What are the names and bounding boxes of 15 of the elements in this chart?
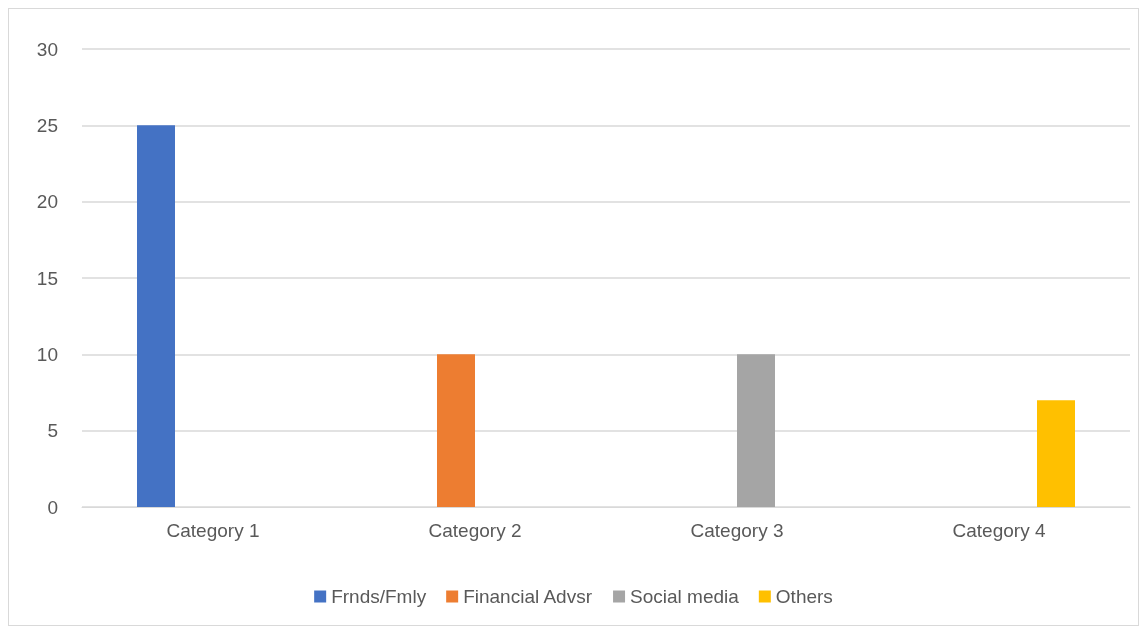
x-tick-label: Category 1 <box>166 520 260 541</box>
legend-label: Financial Advsr <box>463 586 593 607</box>
y-tick-label: 20 <box>36 191 58 213</box>
x-tick-label: Category 4 <box>952 520 1046 541</box>
y-tick-label: 25 <box>36 114 58 136</box>
y-tick-label: 0 <box>47 496 58 518</box>
legend-label: Frnds/Fmly <box>331 586 427 607</box>
legend-label: Others <box>775 586 833 607</box>
legend-label: Social media <box>630 586 740 607</box>
x-tick-label: Category 2 <box>428 520 522 541</box>
y-tick-label: 15 <box>36 267 58 289</box>
y-tick-label: 30 <box>36 38 58 60</box>
y-tick-label: 10 <box>36 343 58 365</box>
x-tick-label: Category 3 <box>690 520 784 541</box>
y-tick-label: 5 <box>47 420 58 442</box>
